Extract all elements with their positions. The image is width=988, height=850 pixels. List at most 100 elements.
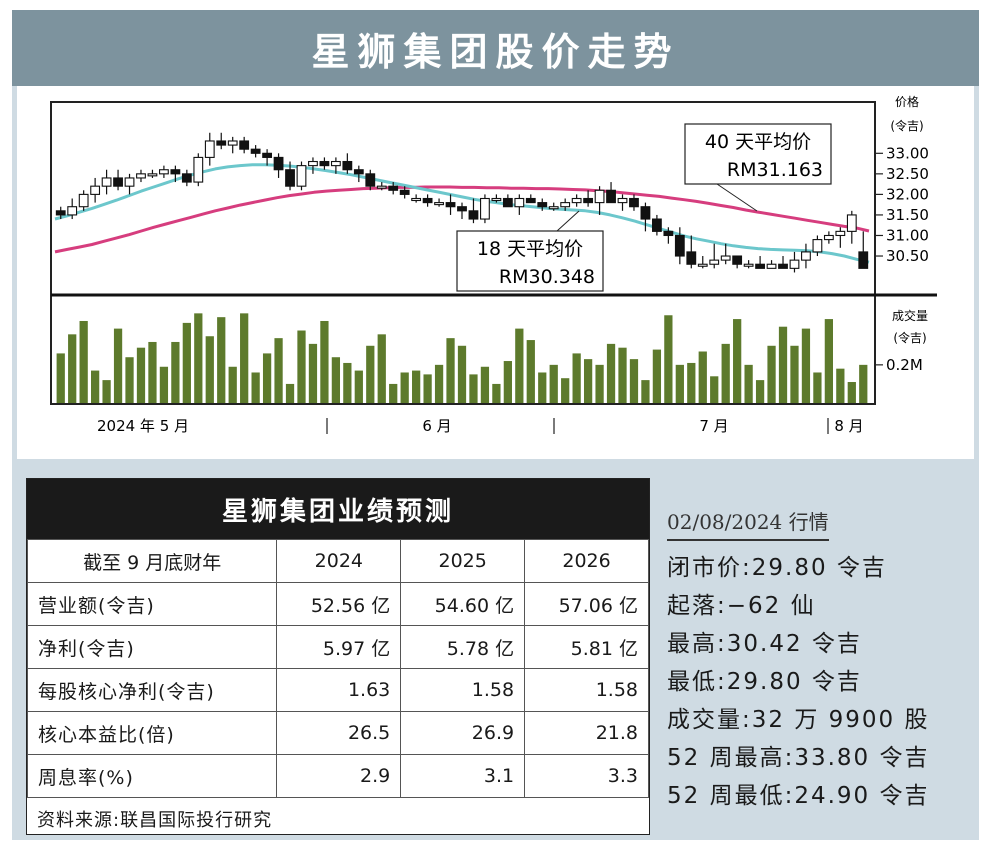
- volume-bar: [343, 362, 352, 403]
- candle-down: [732, 255, 743, 265]
- table-cell: 5.81 亿: [524, 625, 649, 669]
- candle-down: [216, 140, 227, 146]
- table-row: 核心本益比(倍) 26.5 26.9 21.8: [26, 711, 649, 755]
- candle-down: [181, 173, 192, 183]
- volume-bar: [377, 334, 386, 403]
- candle-up: [308, 160, 318, 167]
- forecast-title: 星狮集团业绩预测: [27, 479, 649, 539]
- candle-up: [480, 197, 490, 220]
- row-label: 核心本益比(倍): [26, 711, 278, 755]
- source-note: 资料来源:联昌国际投行研究: [37, 810, 273, 831]
- volume-bar: [538, 372, 547, 403]
- volume-bar: [675, 364, 684, 403]
- table-row: 周息率(%) 2.9 3.1 3.3: [26, 754, 649, 798]
- candle-down: [537, 202, 548, 208]
- candle-down: [113, 177, 123, 187]
- row-label: 每股核心净利(令吉): [26, 668, 278, 712]
- volume-bar: [434, 364, 444, 403]
- annotation-ma18-value: RM30.348: [499, 266, 595, 288]
- quote-52w-high: 52 周最高:33.80 令吉: [667, 745, 930, 771]
- volume-bar: [595, 364, 604, 403]
- candle-down: [640, 206, 651, 220]
- y-tick-label: 32.00: [886, 185, 929, 203]
- y-tick-label: 31.00: [886, 226, 929, 244]
- volume-bar: [813, 372, 822, 403]
- candle-up: [560, 202, 571, 208]
- volume-bar: [262, 353, 272, 403]
- volume-bar: [366, 345, 375, 403]
- candle-up: [846, 214, 857, 232]
- table-cell: 5.78 亿: [400, 625, 526, 669]
- volume-bar: [400, 372, 409, 403]
- volume-bar: [217, 317, 226, 403]
- volume-bar: [721, 343, 730, 403]
- candle-down: [388, 185, 399, 191]
- volume-bar: [515, 328, 524, 403]
- volume-bar: [801, 328, 811, 403]
- table-cell: 54.60 亿: [400, 582, 526, 626]
- volume-bar: [274, 338, 283, 403]
- candle-down: [285, 169, 295, 187]
- y-tick-label: 33.00: [886, 144, 929, 162]
- volume-bar: [755, 380, 765, 403]
- volume-bar: [389, 383, 398, 403]
- quote-date: 02/08/2024 行情: [667, 506, 829, 541]
- row-label: 营业额(令吉): [26, 582, 278, 626]
- row-label: 周息率(%): [26, 754, 278, 798]
- volume-bar: [469, 374, 478, 403]
- candle-up: [101, 177, 112, 187]
- table-cell: 5.97 亿: [276, 625, 402, 669]
- annotation-ma40: 40 天平均价 RM31.163: [684, 123, 832, 212]
- candle-down: [55, 210, 66, 216]
- candle-up: [812, 239, 823, 253]
- volume-bar: [251, 372, 260, 403]
- table-cell: 3.3: [524, 754, 649, 798]
- header-cell: 2025: [400, 539, 526, 583]
- volume-bar: [297, 330, 306, 403]
- candle-down: [273, 156, 284, 171]
- candle-up: [78, 193, 89, 208]
- volume-bar: [79, 320, 88, 403]
- volume-bar: [412, 370, 421, 403]
- volume-bar: [526, 340, 535, 403]
- candle-up: [159, 169, 169, 175]
- candle-down: [239, 140, 250, 150]
- candle-up: [571, 197, 582, 204]
- volume-bar: [228, 366, 237, 403]
- row-label: 净利(令吉): [26, 625, 278, 669]
- volume-bar: [354, 370, 363, 403]
- candle-up: [720, 255, 731, 261]
- volume-bar: [205, 336, 214, 403]
- candle-down: [858, 251, 869, 269]
- table-row: 每股核心净利(令吉) 1.63 1.58 1.58: [26, 668, 649, 712]
- candle-down: [262, 152, 273, 158]
- volume-bar: [446, 338, 455, 403]
- volume-bar: [561, 378, 570, 403]
- volume-bar: [618, 347, 627, 403]
- candle-down: [399, 189, 410, 195]
- candle-up: [136, 173, 146, 179]
- candle-down: [342, 160, 353, 171]
- volume-axis-label: 成交量: [892, 308, 928, 323]
- candle-up: [766, 263, 777, 269]
- stock-chart: 价格 (令吉) 成交量 (令吉) 33.00 32.50 32.00 31.50 31.…: [50, 94, 937, 435]
- candle-down: [365, 173, 376, 187]
- candle-down: [445, 202, 456, 208]
- candle-up: [376, 185, 387, 189]
- quote-close: 闭市价:29.80 令吉: [667, 555, 887, 581]
- volume-bar: [56, 353, 65, 403]
- quote-change: 起落:−62 仙: [667, 593, 816, 619]
- volume-bar: [733, 319, 742, 403]
- candle-up: [801, 251, 811, 261]
- volume-bar: [847, 382, 856, 403]
- candle-up: [548, 206, 559, 210]
- volume-axis-unit: (令吉): [893, 330, 926, 345]
- quote-low: 最低:29.80 令吉: [667, 669, 862, 695]
- candle-up: [709, 259, 720, 265]
- table-cell: 26.5: [276, 711, 402, 755]
- candle-up: [823, 234, 834, 241]
- header-cell: 2024: [276, 539, 402, 583]
- candle-down: [353, 169, 364, 175]
- volume-bar: [503, 361, 512, 403]
- candle-down: [525, 197, 536, 204]
